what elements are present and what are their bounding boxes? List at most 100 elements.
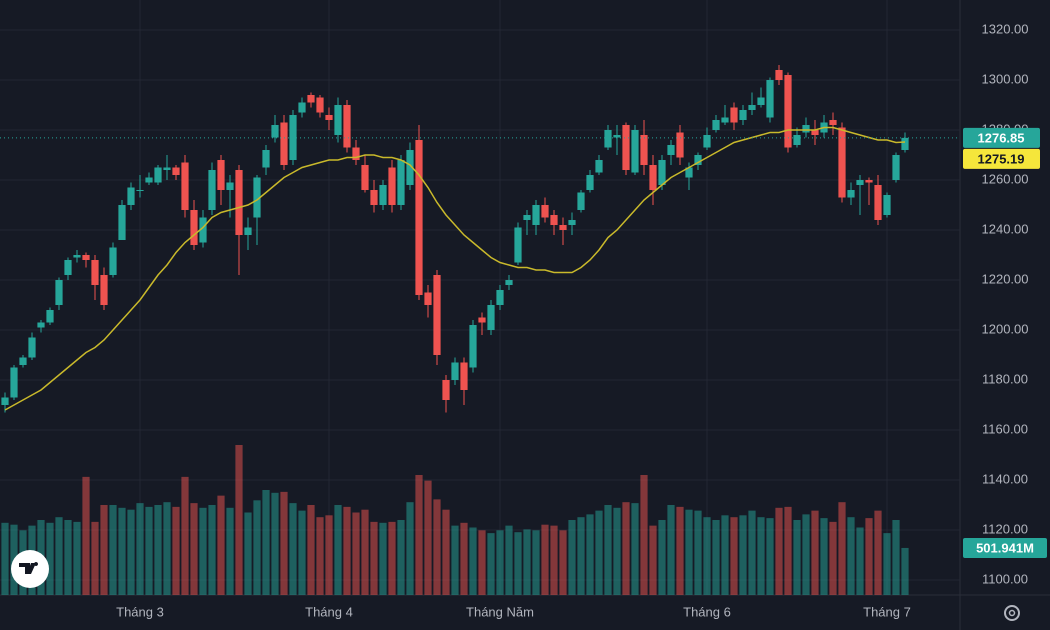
volume-bar (730, 517, 738, 595)
volume-bar (154, 505, 162, 595)
volume-bar (343, 506, 351, 595)
ma-last-label: 1275.19 (978, 151, 1025, 166)
candles (0, 65, 960, 413)
volume-bar (550, 525, 558, 595)
candle-body (658, 160, 666, 185)
candle-body (550, 215, 558, 225)
volume-bar (163, 502, 171, 595)
candle-body (55, 280, 63, 305)
candle-body (514, 227, 522, 263)
volume-last-label: 501.941M (976, 540, 1034, 555)
moving-average-line (4, 126, 906, 411)
volume-bar (514, 532, 522, 595)
volume-bar (676, 506, 684, 595)
volume-bar (244, 512, 252, 595)
candle-body (478, 317, 486, 323)
volume-bar (757, 517, 765, 595)
x-tick-label: Tháng 4 (305, 604, 353, 619)
candle-body (838, 127, 846, 198)
volume-bar (109, 505, 117, 595)
candle-body (37, 322, 45, 328)
candle-body (208, 170, 216, 210)
volume-bar (766, 518, 774, 595)
last-price-label-box (963, 127, 1040, 148)
candle-body (568, 220, 576, 225)
volume-bar (379, 522, 387, 595)
candle-body (433, 275, 441, 355)
volume-bar (91, 521, 99, 595)
candle-body (199, 217, 207, 243)
x-tick-label: Tháng 3 (116, 604, 164, 619)
candle-body (136, 190, 144, 191)
candle-body (541, 205, 549, 218)
volume-bar (46, 522, 54, 595)
y-tick-label: 1120.00 (982, 521, 1028, 536)
volume-bar (118, 507, 126, 595)
candle-body (397, 160, 405, 205)
volume-bar (478, 530, 486, 595)
volume-bar (667, 505, 675, 595)
candle-body (883, 195, 891, 215)
last-price-label: 1276.85 (978, 130, 1025, 145)
candle-body (379, 185, 387, 205)
gear-hub[interactable] (1008, 609, 1016, 617)
volume-bar (190, 503, 198, 595)
gear[interactable] (1004, 605, 1020, 621)
candle-body (82, 255, 90, 260)
logo-mark (19, 562, 39, 574)
candle-body (100, 275, 108, 305)
candle-body (1, 397, 9, 405)
candle-body (253, 177, 261, 218)
volume-bar (181, 476, 189, 595)
candle-body (784, 75, 792, 148)
volume-bar (217, 495, 225, 595)
volume-bar (460, 522, 468, 595)
volume-bar (703, 517, 711, 595)
candle-body (244, 227, 252, 235)
volume-bar (334, 505, 342, 595)
volume-bar (298, 510, 306, 595)
volume-bar (847, 517, 855, 595)
candle-body (172, 167, 180, 175)
candle-body (307, 95, 315, 103)
candle-body (334, 105, 342, 135)
volume-bar (406, 502, 414, 595)
candle-body (64, 260, 72, 275)
candle-body (154, 167, 162, 183)
volume-bar (586, 514, 594, 595)
candle-body (505, 280, 513, 285)
volume-bar (694, 510, 702, 595)
volume-bar (316, 517, 324, 595)
volume-bar (55, 517, 63, 595)
candle-body (316, 97, 324, 113)
y-tick-label: 1300.00 (982, 71, 1029, 86)
volume-bar (577, 517, 585, 595)
candle-body (649, 165, 657, 190)
settings-icon[interactable] (1004, 605, 1020, 621)
volume-bar (226, 507, 234, 595)
candle-body (748, 105, 756, 110)
candle-body (271, 125, 279, 138)
candle-body (757, 97, 765, 105)
candle-body (388, 167, 396, 205)
candle-body (496, 290, 504, 305)
candle-body (523, 215, 531, 220)
volume-bar (811, 510, 819, 595)
volume-bar (784, 506, 792, 595)
candle-body (685, 167, 693, 178)
y-tick-label: 1320.00 (982, 21, 1029, 36)
candle-body (19, 357, 27, 365)
candle-body (874, 185, 882, 220)
volume-bar (613, 507, 621, 595)
candle-body (424, 292, 432, 305)
volume-bar (397, 520, 405, 595)
candle-body (694, 155, 702, 165)
volume-bar (631, 503, 639, 595)
volume-bar (289, 503, 297, 595)
tradingview-logo (11, 550, 49, 588)
volume-bar (622, 502, 630, 595)
volume-bar (901, 547, 909, 595)
candle-body (163, 167, 171, 170)
candle-body (676, 132, 684, 158)
volume-bar (433, 499, 441, 595)
